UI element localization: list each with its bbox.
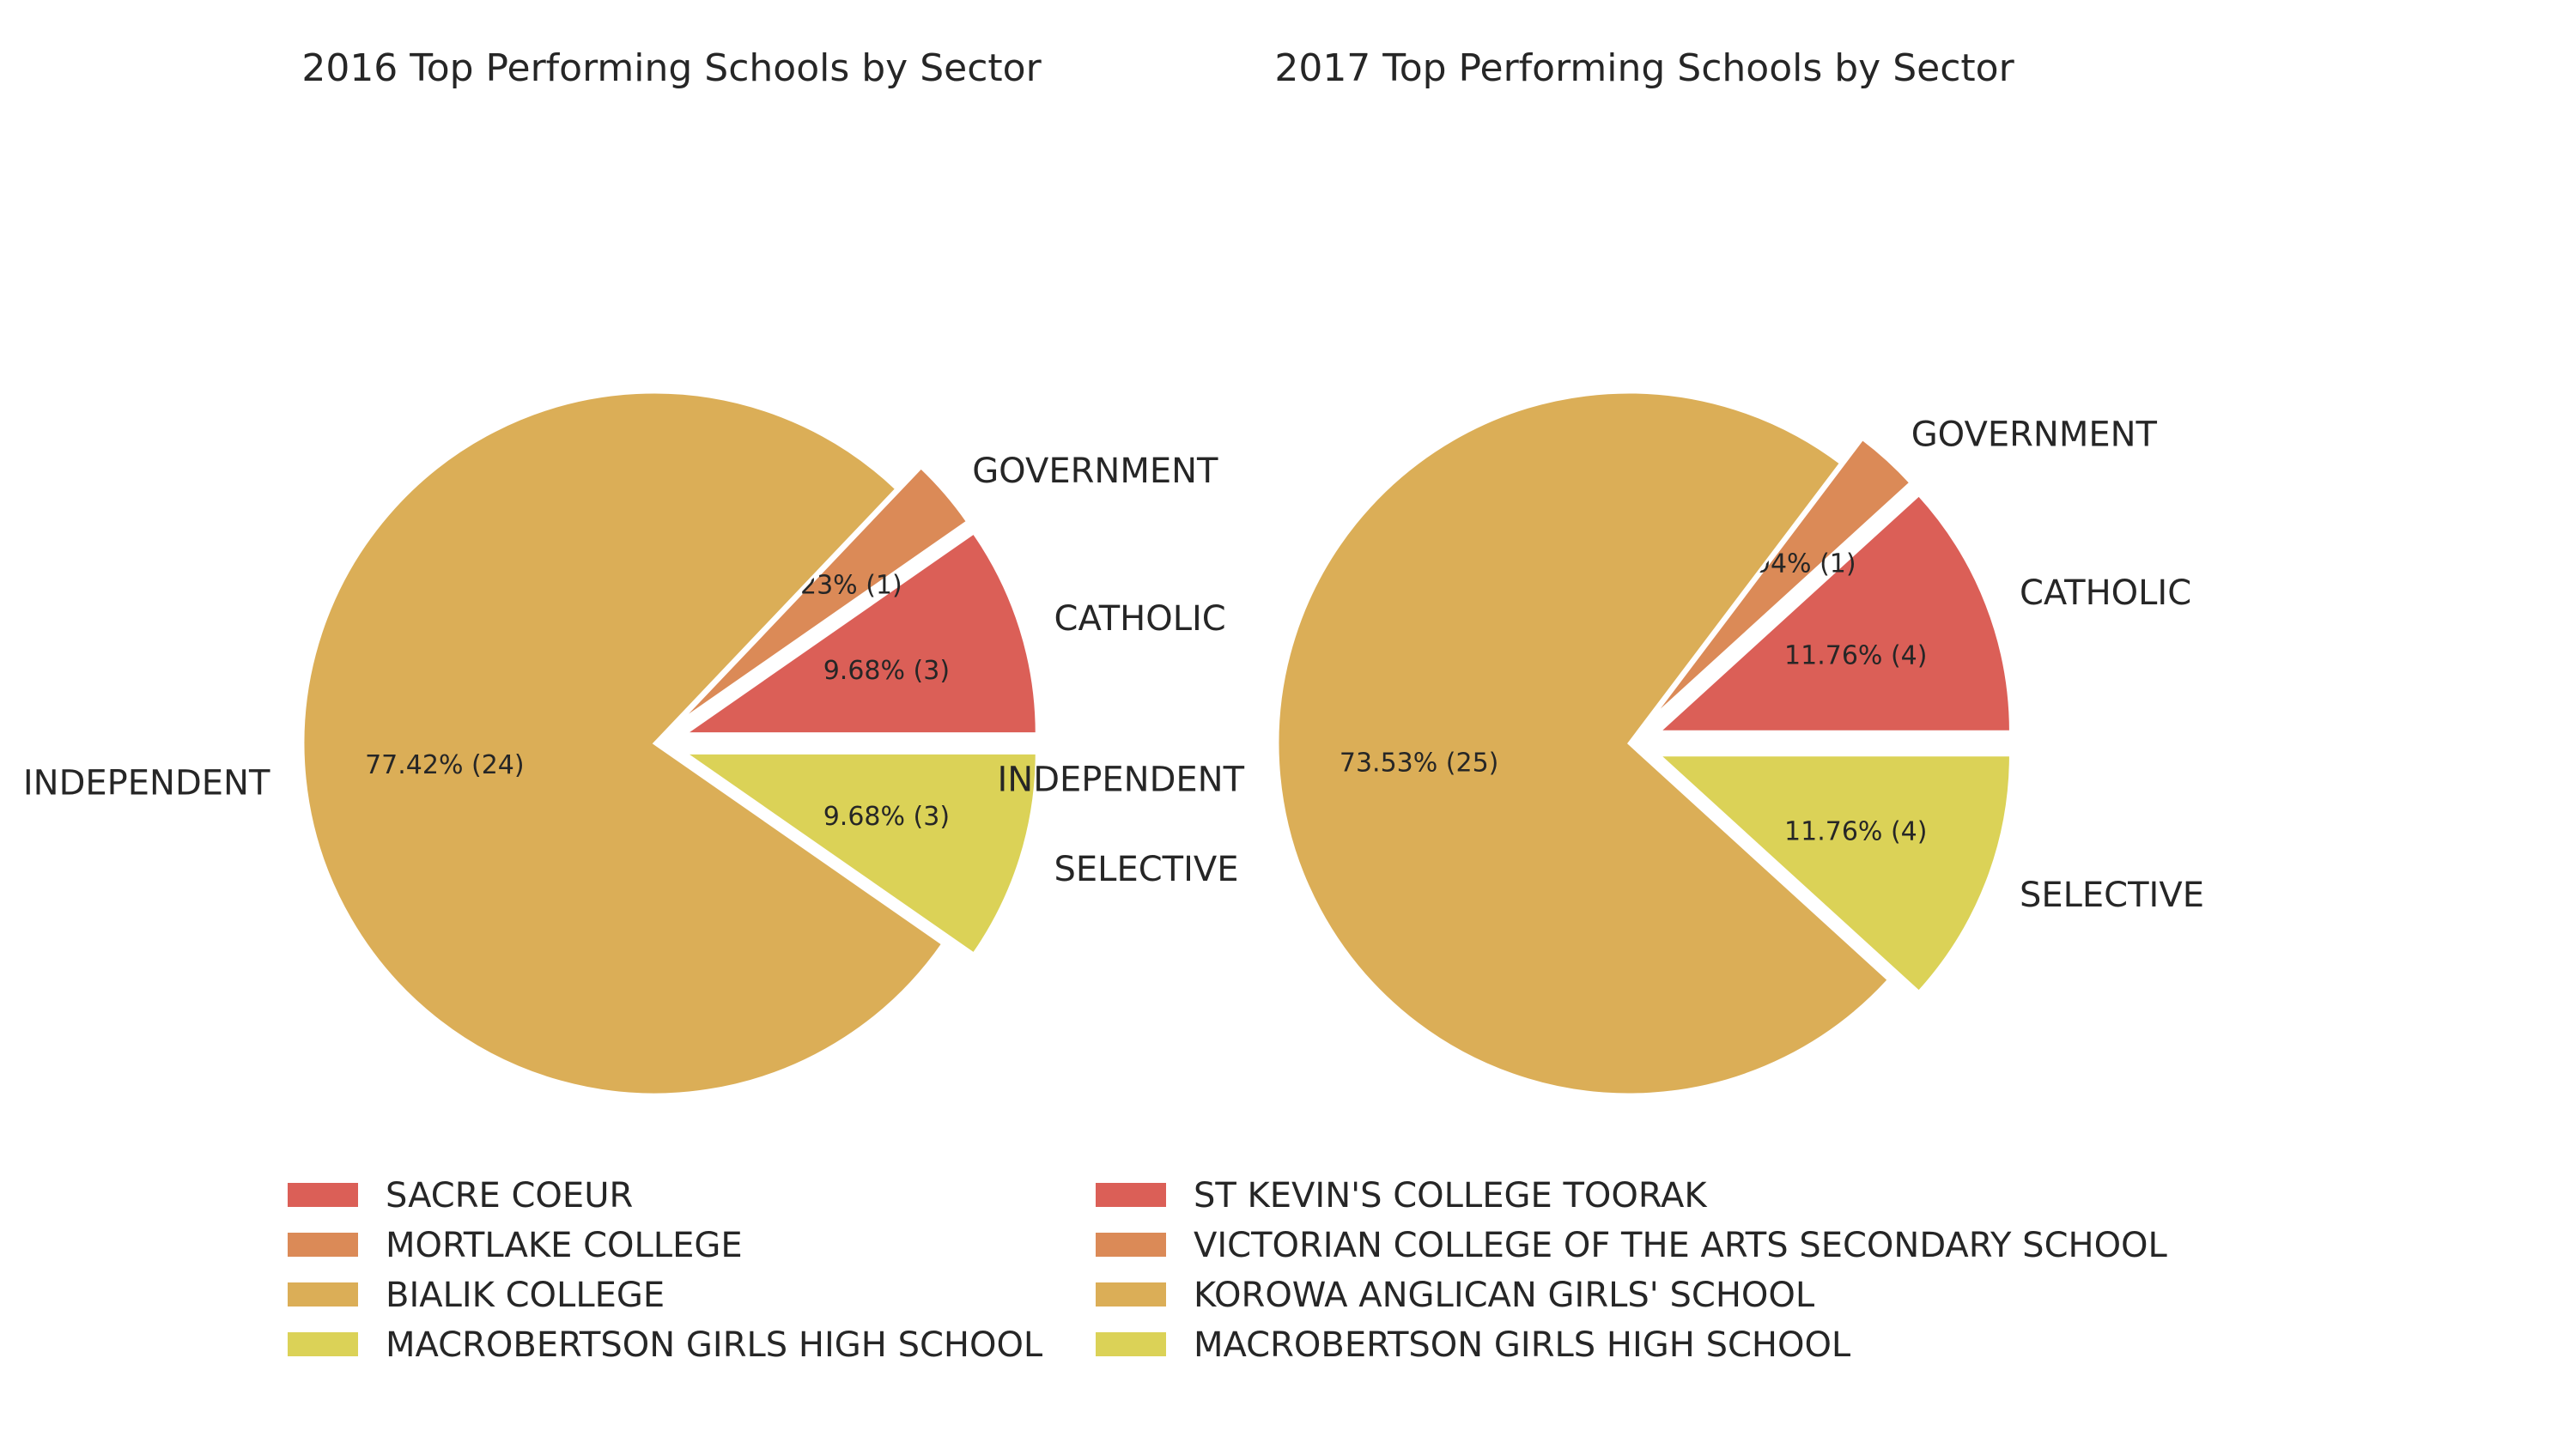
slice-percent-catholic: 9.68% (3) <box>823 656 950 686</box>
legend-item: SACRE COEUR <box>288 1176 633 1216</box>
legend-swatch <box>288 1233 358 1257</box>
slice-label-catholic: CATHOLIC <box>2020 573 2191 613</box>
slice-label-catholic: CATHOLIC <box>1054 599 1226 639</box>
slice-label-government: GOVERNMENT <box>1911 415 2158 454</box>
slice-label-independent: INDEPENDENT <box>997 761 1244 800</box>
slice-percent-independent: 73.53% (25) <box>1340 749 1499 779</box>
legend-swatch <box>288 1332 358 1356</box>
slice-percent-selective: 11.76% (4) <box>1784 816 1927 846</box>
slice-percent-independent: 77.42% (24) <box>365 750 525 780</box>
legend-label: MORTLAKE COLLEGE <box>386 1226 743 1265</box>
pie-slice-selective <box>681 751 1038 956</box>
legend-swatch <box>1096 1233 1166 1257</box>
legend-item: ST KEVIN'S COLLEGE TOORAK <box>1096 1176 1708 1216</box>
slice-percent-catholic: 11.76% (4) <box>1784 641 1927 671</box>
legend-label: MACROBERTSON GIRLS HIGH SCHOOL <box>1194 1325 1851 1365</box>
legend-label: MACROBERTSON GIRLS HIGH SCHOOL <box>386 1325 1043 1365</box>
slice-percent-selective: 9.68% (3) <box>823 802 950 832</box>
legend-swatch <box>1096 1332 1166 1356</box>
pie-slice-selective <box>1656 754 2012 994</box>
slice-label-independent: INDEPENDENT <box>23 764 270 803</box>
legend-2016: SACRE COEUR MORTLAKE COLLEGE BIALIK COLLEG… <box>288 1176 1043 1365</box>
pie-slice-independent <box>1276 391 1891 1096</box>
pie-slice-catholic <box>681 530 1038 736</box>
chart-title-2016: 2016 Top Performing Schools by Sector <box>301 46 1042 90</box>
legend-label: ST KEVIN'S COLLEGE TOORAK <box>1194 1176 1708 1216</box>
legend-swatch <box>1096 1282 1166 1307</box>
legend-label: KOROWA ANGLICAN GIRLS' SCHOOL <box>1194 1276 1815 1315</box>
pie-slice-catholic <box>1656 493 2012 733</box>
legend-swatch <box>288 1282 358 1307</box>
legend-item: MACROBERTSON GIRLS HIGH SCHOOL <box>288 1325 1043 1365</box>
pie-chart-2017: 2017 Top Performing Schools by Sector CA… <box>997 46 2204 1365</box>
legend-item: MACROBERTSON GIRLS HIGH SCHOOL <box>1096 1325 1851 1365</box>
slice-label-selective: SELECTIVE <box>2020 876 2204 915</box>
legend-swatch <box>1096 1183 1166 1207</box>
legend-label: BIALIK COLLEGE <box>386 1276 665 1315</box>
legend-item: VICTORIAN COLLEGE OF THE ARTS SECONDARY … <box>1096 1226 2168 1265</box>
pie-slice-government <box>677 465 969 724</box>
pie-slice-independent <box>301 391 945 1096</box>
chart-title-2017: 2017 Top Performing Schools by Sector <box>1274 46 2014 90</box>
legend-item: BIALIK COLLEGE <box>288 1276 665 1315</box>
legend-item: KOROWA ANGLICAN GIRLS' SCHOOL <box>1096 1276 1815 1315</box>
legend-swatch <box>288 1183 358 1207</box>
legend-2017: ST KEVIN'S COLLEGE TOORAK VICTORIAN COLLE… <box>1096 1176 2168 1365</box>
slice-label-selective: SELECTIVE <box>1054 850 1239 889</box>
pie-slice-government <box>1649 437 1912 721</box>
legend-label: SACRE COEUR <box>386 1176 633 1216</box>
legend-label: VICTORIAN COLLEGE OF THE ARTS SECONDARY … <box>1194 1226 2168 1265</box>
pie-chart-2016: 2016 Top Performing Schools by Sector CA… <box>23 46 1239 1365</box>
slice-label-government: GOVERNMENT <box>972 452 1218 491</box>
legend-item: MORTLAKE COLLEGE <box>288 1226 743 1265</box>
